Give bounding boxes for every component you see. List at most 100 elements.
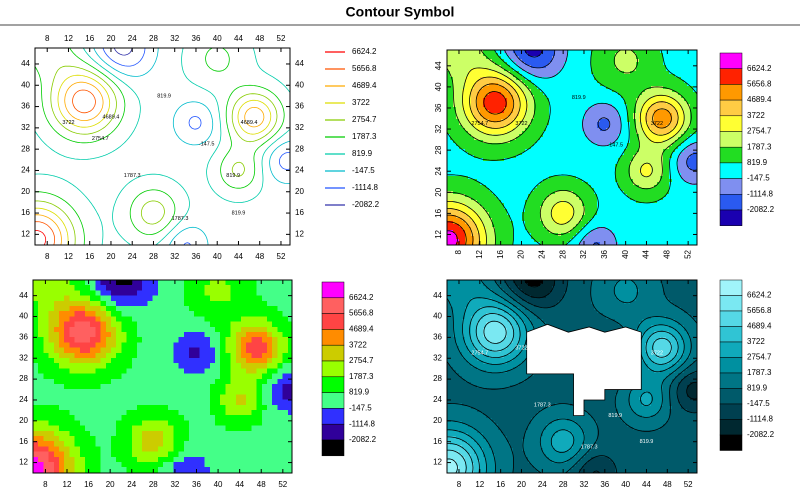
fill-cell xyxy=(561,74,565,78)
fill-cell xyxy=(477,212,481,216)
fill-cell xyxy=(585,215,589,219)
fill-cell xyxy=(669,92,673,96)
fill-cell xyxy=(510,164,514,168)
fill-cell xyxy=(537,71,541,75)
fill-cell xyxy=(459,155,463,159)
fill-cell xyxy=(633,83,637,87)
fill-cell xyxy=(498,140,502,144)
fill-cell xyxy=(660,62,664,66)
fill-cell xyxy=(507,197,511,201)
fill-cell xyxy=(453,224,457,228)
fill-cell xyxy=(498,224,502,228)
fill-cell xyxy=(597,167,601,171)
fill-cell xyxy=(474,83,478,87)
fill-cell xyxy=(486,77,490,81)
fill-cell xyxy=(453,215,457,219)
fill-cell xyxy=(522,59,526,63)
fill-cell xyxy=(486,170,490,174)
fill-cell xyxy=(477,224,481,228)
fill-cell xyxy=(540,68,544,72)
fill-cell xyxy=(567,206,571,210)
fill-cell xyxy=(447,107,451,111)
fill-cell xyxy=(618,104,622,108)
fill-cell xyxy=(525,59,529,63)
fill-cell xyxy=(576,140,580,144)
fill-cell xyxy=(633,125,637,129)
fill-cell xyxy=(477,134,481,138)
fill-cell xyxy=(660,224,664,228)
fill-cell xyxy=(477,137,481,141)
fill-cell xyxy=(507,242,511,246)
fill-cell xyxy=(636,167,640,171)
fill-cell xyxy=(483,137,487,141)
fill-cell xyxy=(447,227,451,231)
fill-cell xyxy=(579,128,583,132)
fill-cell xyxy=(666,164,670,168)
contour-label: 819.9 xyxy=(232,211,246,217)
fill-cell xyxy=(549,65,553,69)
fill-cell xyxy=(447,161,451,165)
fill-cell xyxy=(474,242,478,246)
fill-cell xyxy=(462,113,466,117)
fill-cell xyxy=(546,149,550,153)
fill-cell xyxy=(621,107,625,111)
fill-cell xyxy=(537,131,541,135)
fill-cell xyxy=(474,122,478,126)
fill-cell xyxy=(609,191,613,195)
fill-cell xyxy=(639,209,643,213)
fill-cell xyxy=(645,209,649,213)
fill-cell xyxy=(603,197,607,201)
fill-cell xyxy=(648,104,652,108)
fill-cell xyxy=(558,71,562,75)
fill-cell xyxy=(537,110,541,114)
fill-cell xyxy=(486,65,490,69)
fill-cell xyxy=(468,113,472,117)
fill-cell xyxy=(660,53,664,57)
fill-cell xyxy=(507,98,511,102)
fill-cell xyxy=(465,83,469,87)
fill-cell xyxy=(513,158,517,162)
fill-cell xyxy=(492,167,496,171)
fill-cell xyxy=(492,161,496,165)
fill-cell xyxy=(606,83,610,87)
fill-cell xyxy=(603,122,607,126)
fill-cell xyxy=(480,167,484,171)
fill-cell xyxy=(468,179,472,183)
fill-cell xyxy=(540,212,544,216)
fill-cell xyxy=(501,200,505,204)
fill-cell xyxy=(621,203,625,207)
fill-cell xyxy=(462,137,466,141)
fill-cell xyxy=(462,185,466,189)
fill-cell xyxy=(507,227,511,231)
fill-cell xyxy=(543,236,547,240)
fill-cell xyxy=(609,74,613,78)
fill-cell xyxy=(495,233,499,237)
fill-cell xyxy=(465,113,469,117)
fill-cell xyxy=(570,212,574,216)
fill-cell xyxy=(537,179,541,183)
fill-cell xyxy=(531,206,535,210)
fill-cell xyxy=(555,92,559,96)
fill-cell xyxy=(576,134,580,138)
fill-cell xyxy=(471,50,475,54)
fill-cell xyxy=(639,59,643,63)
fill-cell xyxy=(633,230,637,234)
fill-cell xyxy=(516,173,520,177)
fill-cell xyxy=(543,152,547,156)
fill-cell xyxy=(558,155,562,159)
fill-cell xyxy=(582,182,586,186)
fill-cell xyxy=(591,158,595,162)
fill-cell xyxy=(534,131,538,135)
fill-cell xyxy=(549,56,553,60)
fill-cell xyxy=(522,110,526,114)
fill-cell xyxy=(456,173,460,177)
fill-cell xyxy=(459,236,463,240)
fill-cell xyxy=(525,92,529,96)
fill-cell xyxy=(546,107,550,111)
fill-cell xyxy=(513,92,517,96)
fill-cell xyxy=(522,158,526,162)
fill-cell xyxy=(633,71,637,75)
fill-cell xyxy=(534,77,538,81)
fill-cell xyxy=(513,89,517,93)
fill-cell xyxy=(516,83,520,87)
